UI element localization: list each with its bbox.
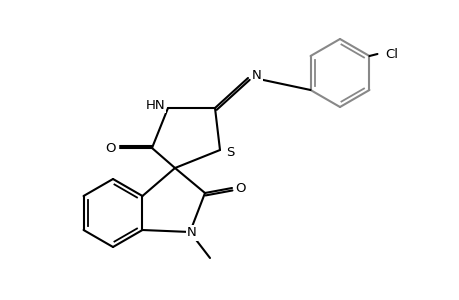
Text: O: O (106, 142, 116, 154)
Text: O: O (235, 182, 246, 194)
Text: S: S (225, 146, 234, 158)
Text: HN: HN (145, 98, 165, 112)
Text: Cl: Cl (384, 47, 397, 61)
Text: N: N (252, 68, 261, 82)
Text: N: N (187, 226, 196, 239)
